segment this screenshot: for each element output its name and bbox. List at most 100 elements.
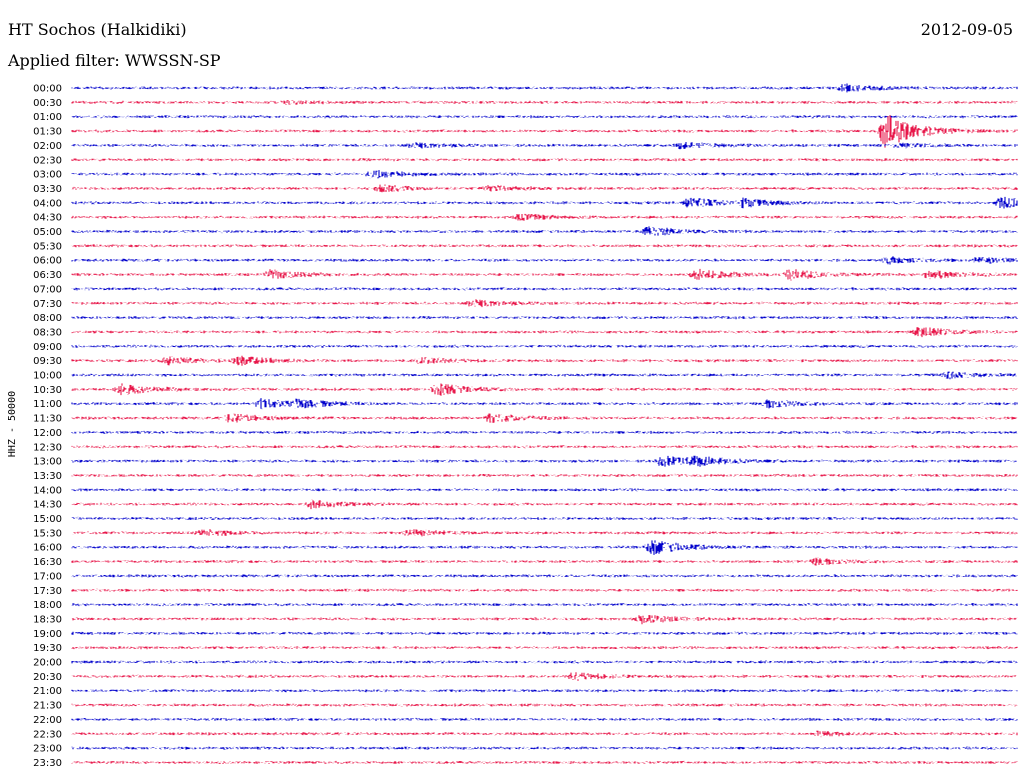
trace-row (71, 730, 1018, 738)
plot-date: 2012-09-05 (920, 20, 1013, 39)
row-time-label: 04:30 (33, 213, 62, 224)
trace-row (71, 184, 1018, 193)
trace-row (71, 488, 1018, 492)
row-time-label: 03:00 (33, 170, 62, 181)
row-time-label: 11:00 (33, 399, 62, 410)
row-time-label: 23:30 (33, 758, 62, 769)
trace-row (71, 703, 1018, 707)
row-time-label: 00:30 (33, 98, 62, 109)
trace-row (71, 413, 1018, 423)
row-time-label: 03:30 (33, 184, 62, 195)
trace-row (71, 226, 1018, 236)
row-time-label: 14:30 (33, 500, 62, 511)
time-tick-labels: 00:00 00:30 01:00 01:30 02:00 02:30 03:00 03:30… (33, 84, 62, 769)
row-time-label: 07:00 (33, 284, 62, 295)
row-time-label: 13:30 (33, 471, 62, 482)
trace-row (71, 646, 1018, 650)
row-time-label: 08:00 (33, 313, 62, 324)
row-time-label: 01:30 (33, 127, 62, 138)
row-time-label: 05:00 (33, 227, 62, 238)
row-time-label: 21:30 (33, 701, 62, 712)
seismic-traces (71, 83, 1018, 764)
row-time-label: 21:00 (33, 686, 62, 697)
trace-row (71, 142, 1018, 150)
trace-row (71, 299, 1018, 308)
row-time-label: 02:30 (33, 155, 62, 166)
row-time-label: 22:30 (33, 729, 62, 740)
trace-row (71, 344, 1018, 348)
trace-row (71, 100, 1018, 105)
row-time-label: 01:00 (33, 112, 62, 123)
trace-row (71, 689, 1018, 693)
row-time-label: 12:30 (33, 442, 62, 453)
trace-row (71, 574, 1018, 578)
trace-row (71, 660, 1018, 664)
trace-row (71, 516, 1018, 520)
row-time-label: 02:00 (33, 141, 62, 152)
trace-row (71, 213, 1018, 221)
trace-row (71, 455, 1018, 467)
trace-row (71, 430, 1018, 434)
trace-row (71, 672, 1017, 681)
row-time-label: 20:00 (33, 658, 62, 669)
trace-row (71, 244, 1018, 248)
row-time-label: 06:00 (33, 256, 62, 267)
row-time-label: 10:30 (33, 385, 62, 396)
filter-label: Applied filter: WWSSN-SP (8, 51, 221, 70)
row-time-label: 13:00 (33, 457, 62, 468)
row-time-label: 19:30 (33, 643, 62, 654)
trace-row (71, 398, 1018, 410)
row-time-label: 10:00 (33, 371, 62, 382)
trace-row (71, 327, 1018, 338)
row-time-label: 06:30 (33, 270, 62, 281)
row-time-label: 07:30 (33, 299, 62, 310)
trace-row (71, 316, 1018, 320)
row-time-label: 11:30 (33, 414, 62, 425)
trace-row (71, 499, 1018, 510)
trace-row (71, 540, 1018, 555)
trace-row (71, 115, 1018, 148)
row-time-label: 04:00 (33, 198, 62, 209)
row-time-label: 09:30 (33, 356, 62, 367)
trace-row (71, 170, 1018, 179)
row-time-label: 23:00 (33, 744, 62, 755)
trace-row (71, 383, 1018, 396)
row-time-label: 16:00 (33, 543, 62, 554)
trace-row (71, 158, 1018, 162)
trace-row (71, 355, 1018, 366)
trace-row (71, 83, 1018, 93)
y-axis-label-group: HHZ - 50000 (7, 391, 18, 457)
trace-row (71, 557, 1018, 566)
row-time-label: 19:00 (33, 629, 62, 640)
row-time-label: 08:30 (33, 327, 62, 338)
row-time-label: 18:30 (33, 614, 62, 625)
trace-row (71, 746, 1018, 750)
row-time-label: 09:00 (33, 342, 62, 353)
row-time-label: 00:00 (33, 84, 62, 95)
trace-row (71, 256, 1018, 265)
trace-row (71, 445, 1018, 449)
row-time-label: 12:00 (33, 428, 62, 439)
row-time-label: 17:00 (33, 571, 62, 582)
trace-row (71, 268, 1018, 281)
station-title: HT Sochos (Halkidiki) (8, 20, 187, 39)
row-time-label: 18:00 (33, 600, 62, 611)
trace-row (71, 287, 1017, 291)
row-time-label: 15:00 (33, 514, 62, 525)
row-time-label: 20:30 (33, 672, 62, 683)
trace-row (71, 631, 1018, 635)
row-time-label: 05:30 (33, 241, 62, 252)
row-time-label: 14:00 (33, 485, 62, 496)
trace-row (71, 473, 1018, 477)
trace-row (71, 760, 1018, 764)
row-time-label: 15:30 (33, 528, 62, 539)
trace-row (71, 115, 1018, 119)
y-axis-label: HHZ - 50000 (7, 391, 18, 457)
trace-row (71, 717, 1018, 721)
trace-row (72, 529, 1018, 537)
trace-row (71, 603, 1018, 607)
row-time-label: 22:00 (33, 715, 62, 726)
trace-row (71, 615, 1018, 625)
trace-row (71, 588, 1018, 592)
